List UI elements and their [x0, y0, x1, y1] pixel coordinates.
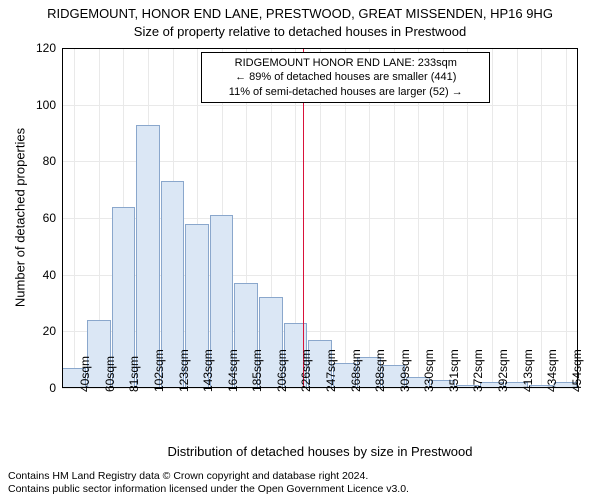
gridline-h [62, 105, 578, 106]
y-tick-label: 0 [49, 381, 56, 395]
annotation-line3: 11% of semi-detached houses are larger (… [208, 85, 483, 99]
y-tick-label: 40 [43, 268, 56, 282]
annotation-line1: RIDGEMOUNT HONOR END LANE: 233sqm [208, 56, 483, 70]
y-tick-label: 100 [36, 98, 56, 112]
footer-attribution: Contains HM Land Registry data © Crown c… [8, 470, 409, 496]
footer-line1: Contains HM Land Registry data © Crown c… [8, 470, 409, 483]
annotation-line2: ← 89% of detached houses are smaller (44… [208, 70, 483, 84]
footer-line2: Contains public sector information licen… [8, 483, 409, 496]
x-tick-labels: 40sqm60sqm81sqm102sqm123sqm143sqm164sqm1… [62, 388, 578, 448]
y-tick-label: 120 [36, 41, 56, 55]
chart-subtitle: Size of property relative to detached ho… [0, 24, 600, 39]
y-tick-label: 80 [43, 154, 56, 168]
x-axis-label: Distribution of detached houses by size … [62, 444, 578, 459]
y-tick-labels: 020406080100120 [0, 48, 60, 388]
y-tick-label: 20 [43, 324, 56, 338]
chart-root: RIDGEMOUNT, HONOR END LANE, PRESTWOOD, G… [0, 0, 600, 500]
annotation-box: RIDGEMOUNT HONOR END LANE: 233sqm ← 89% … [201, 52, 490, 103]
chart-title-line1: RIDGEMOUNT, HONOR END LANE, PRESTWOOD, G… [0, 6, 600, 21]
gridline-h [62, 48, 578, 49]
y-tick-label: 60 [43, 211, 56, 225]
